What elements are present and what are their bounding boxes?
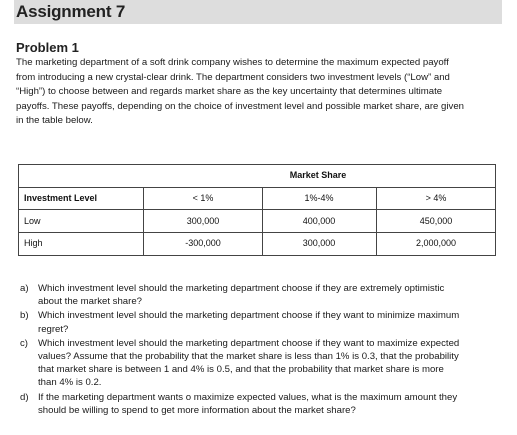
table-cell: 450,000: [419, 216, 453, 226]
intro-line: in the table below.: [16, 115, 93, 126]
question-line: Which investment level should the market…: [38, 310, 460, 322]
question-line: regret?: [38, 323, 69, 335]
question-line: values? Assume that the probability that…: [38, 351, 459, 363]
question-line: Which investment level should the market…: [38, 283, 445, 294]
question-letter: a): [20, 283, 29, 294]
table-col-divider: [143, 187, 144, 256]
intro-line: The marketing department of a soft drink…: [16, 57, 449, 68]
column-header: > 4%: [425, 193, 447, 203]
table-col-divider: [376, 187, 377, 256]
question-line: If the marketing department wants o maxi…: [38, 391, 458, 403]
question-line: that market share is between 1 and 4% is…: [38, 364, 444, 376]
column-header: 1%-4%: [304, 193, 334, 203]
table-border-bottom: [18, 255, 496, 256]
market-share-header: Market Share: [289, 170, 347, 180]
question-line: than 4% is 0.2.: [38, 377, 102, 389]
intro-line: payoffs. These payoffs, depending on the…: [16, 100, 464, 112]
question-letter: c): [20, 337, 28, 349]
table-cell: -300,000: [185, 238, 221, 248]
table-border-top: [18, 164, 496, 165]
intro-paragraph: The marketing department of a soft drink…: [16, 56, 502, 129]
question-c: c) Which investment level should the mar…: [20, 337, 500, 390]
table-border-left: [18, 164, 19, 256]
table-cell: 300,000: [302, 238, 336, 248]
table-col-divider: [262, 187, 263, 256]
table-rule: [18, 187, 496, 188]
intro-line: from introducing a new crystal-clear dri…: [16, 71, 450, 83]
row-label-high: High: [24, 238, 43, 248]
table-cell: 300,000: [186, 216, 220, 226]
question-b: b) Which investment level should the mar…: [20, 309, 500, 335]
table-cell: 2,000,000: [415, 238, 457, 248]
table-cell: 400,000: [302, 216, 336, 226]
question-a: a) Which investment level should the mar…: [20, 282, 500, 308]
question-letter: d): [20, 391, 29, 403]
question-line: about the market share?: [38, 296, 142, 308]
table-border-right: [495, 164, 496, 256]
column-header: < 1%: [192, 193, 214, 203]
question-letter: b): [20, 310, 29, 322]
table-rule: [18, 209, 496, 210]
assignment-title: Assignment 7: [16, 2, 126, 21]
table-rule: [18, 232, 496, 233]
question-line: Which investment level should the market…: [38, 337, 460, 349]
problem-heading: Problem 1: [16, 40, 79, 55]
title-bar: [14, 0, 502, 24]
question-d: d) If the marketing department wants o m…: [20, 391, 500, 417]
payoff-table: Market Share Investment Level < 1% 1%-4%…: [18, 164, 496, 256]
investment-level-header: Investment Level: [24, 193, 98, 203]
question-list: a) Which investment level should the mar…: [20, 282, 500, 418]
question-line: should be willing to spend to get more i…: [38, 404, 356, 416]
intro-line: “High”) to choose between and regards ma…: [16, 86, 443, 97]
row-label-low: Low: [24, 216, 41, 226]
